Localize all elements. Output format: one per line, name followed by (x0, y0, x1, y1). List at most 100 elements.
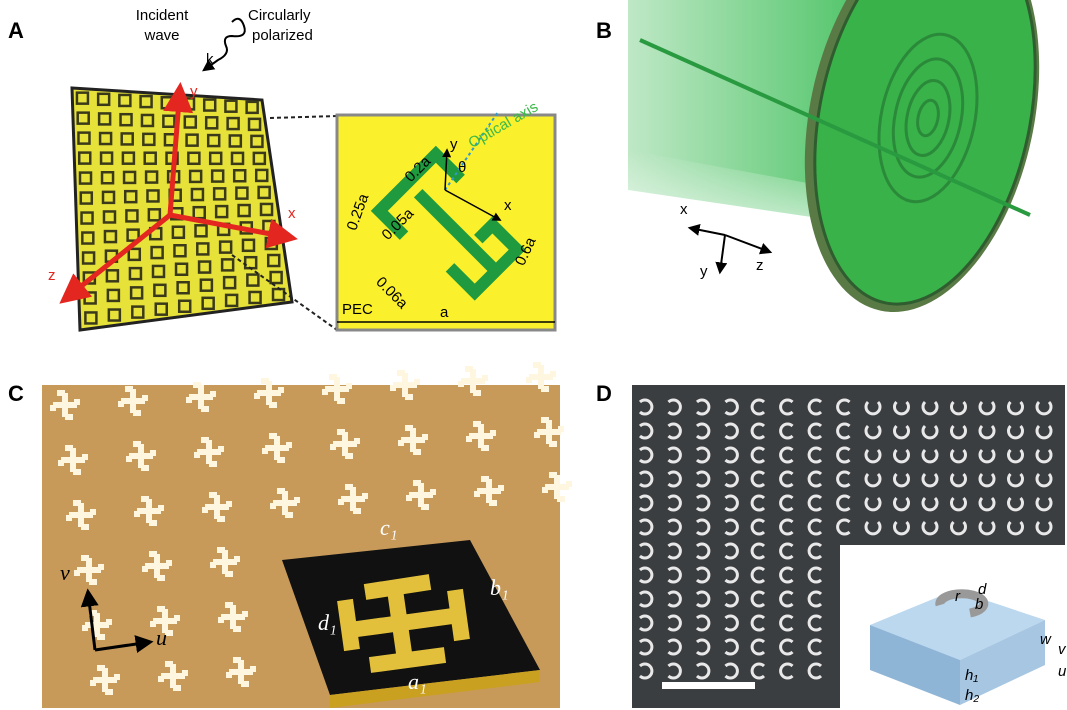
axis-label: w (1040, 631, 1052, 648)
unit-cell (235, 186, 249, 200)
cross-arm (466, 421, 496, 451)
split-ring (864, 448, 882, 464)
axis (80, 588, 99, 651)
cross-arm (210, 547, 240, 577)
unit-cell (259, 202, 274, 217)
cross (390, 370, 420, 400)
split-ring (724, 566, 739, 584)
split-ring (779, 614, 794, 632)
cross (58, 445, 88, 475)
cross (158, 661, 188, 691)
split-ring (779, 638, 794, 656)
unit-cell (241, 238, 256, 253)
split-ring (750, 494, 766, 512)
ring (904, 79, 952, 157)
split-ring (695, 446, 711, 464)
unit-cell (96, 92, 111, 107)
split-ring (724, 662, 739, 680)
unit-cell (128, 266, 143, 281)
unit-cell (84, 311, 98, 325)
panel-label: D (596, 381, 612, 406)
split-ring (978, 424, 996, 440)
label: polarized (252, 27, 313, 44)
split-ring (1007, 448, 1024, 464)
split-ring (779, 590, 794, 608)
split-ring (750, 638, 766, 656)
dim: d₁ (318, 610, 337, 635)
split-ring (950, 448, 967, 464)
ring (877, 32, 979, 204)
split-ring (1035, 400, 1053, 416)
split-ring (807, 446, 823, 464)
unit-cell (187, 151, 201, 166)
unit-cell (105, 269, 120, 283)
split-ring (779, 398, 794, 416)
cross (226, 657, 256, 687)
unit-cell (80, 211, 94, 225)
unit-cell (119, 112, 133, 127)
unit-cell (174, 262, 189, 276)
cross-arm (262, 433, 292, 463)
split-ring (807, 470, 823, 488)
cross (118, 386, 148, 416)
split-ring (724, 494, 739, 512)
cross (218, 602, 248, 632)
split-ring (921, 424, 939, 440)
cross-arm (406, 480, 436, 510)
split-ring (864, 424, 882, 440)
metasurface-disc (813, 0, 1037, 306)
split-ring (864, 496, 882, 512)
unit-cell (185, 133, 199, 147)
unit-cell (76, 111, 90, 125)
split-ring (779, 446, 794, 464)
split-ring (978, 496, 996, 512)
unit-cell (226, 116, 240, 131)
split-ring (695, 398, 711, 416)
unit-cell (131, 305, 145, 319)
unit-cell (210, 169, 225, 183)
split-ring (750, 470, 766, 488)
label: θ (458, 159, 466, 176)
cross (150, 606, 180, 636)
split-ring (638, 638, 654, 656)
split-ring (638, 518, 654, 536)
split-ring (724, 422, 739, 440)
unit-cell (106, 288, 121, 303)
unit-cell (77, 151, 92, 165)
dim: d (978, 581, 987, 598)
unit-cell (252, 151, 267, 166)
label: k (206, 51, 214, 68)
split-ring (950, 496, 967, 512)
split-ring (836, 398, 851, 416)
cross (186, 382, 216, 412)
unit-cell (188, 169, 203, 184)
cross-arm (322, 374, 352, 404)
cross-arm (158, 661, 188, 691)
panel-c: C v u c₁ b₁ d₁ a₁ (8, 362, 572, 708)
dim: a (440, 304, 449, 321)
unit-cell (103, 229, 118, 244)
cross (82, 610, 112, 640)
split-ring (638, 494, 654, 512)
split-ring (638, 470, 654, 488)
cross-arm (270, 488, 300, 518)
dim: h₂ (965, 687, 979, 704)
cross-arm (398, 425, 428, 455)
unit-cell (222, 275, 237, 290)
label: PEC (342, 301, 373, 318)
split-ring (836, 494, 851, 512)
split-ring (1007, 424, 1024, 440)
unit-cell (81, 251, 96, 265)
split-ring (807, 566, 823, 584)
cross (202, 492, 232, 522)
cross (194, 437, 224, 467)
cross-arm (226, 657, 256, 687)
label: Circularly (248, 7, 311, 24)
split-ring (695, 518, 711, 536)
split-ring (750, 662, 766, 680)
split-ring (667, 542, 682, 560)
split-ring (1007, 400, 1024, 416)
scale-bar (662, 682, 755, 689)
split-ring (695, 422, 711, 440)
